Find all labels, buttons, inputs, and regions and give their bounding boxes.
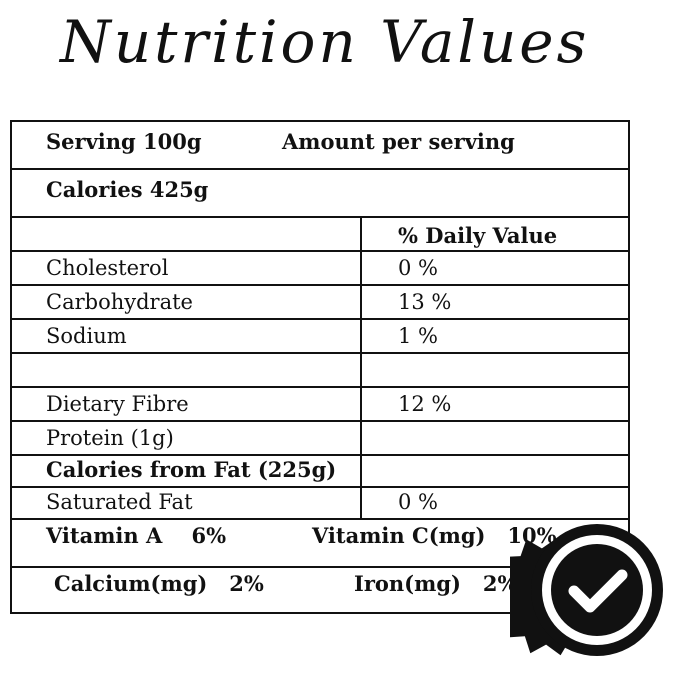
- nutrient-label: Carbohydrate: [46, 290, 193, 314]
- daily-value-header: % Daily Value: [398, 223, 558, 248]
- row-divider: [12, 318, 628, 320]
- row-divider: [12, 518, 628, 520]
- row-divider: [12, 284, 628, 286]
- row-divider: [12, 420, 628, 422]
- nutrient-value: 0 %: [398, 490, 438, 514]
- row-divider: [12, 386, 628, 388]
- row-divider: [12, 566, 628, 568]
- nutrient-label: Calories from Fat (225g): [46, 457, 337, 482]
- nutrient-label: Dietary Fibre: [46, 392, 189, 416]
- vitamin-a: Vitamin A 6%: [46, 523, 227, 548]
- calcium: Calcium(mg) 2%: [54, 571, 264, 596]
- nutrient-label: Saturated Fat: [46, 490, 193, 514]
- row-divider: [12, 250, 628, 252]
- serving-size: Serving 100g: [46, 129, 202, 154]
- nutrient-value: 0 %: [398, 256, 438, 280]
- row-divider: [12, 216, 628, 218]
- nutrition-table: Serving 100g Amount per serving Calories…: [10, 120, 630, 614]
- nutrient-label: Sodium: [46, 324, 127, 348]
- page-title: Nutrition Values: [60, 8, 590, 76]
- nutrient-label: Protein (1g): [46, 426, 174, 450]
- nutrient-value: 12 %: [398, 392, 452, 416]
- nutrient-value: 1 %: [398, 324, 438, 348]
- row-divider: [12, 454, 628, 456]
- nutrient-value: 13 %: [398, 290, 452, 314]
- calories: Calories 425g: [46, 177, 209, 202]
- check-badge-icon: [488, 505, 685, 675]
- nutrient-label: Cholesterol: [46, 256, 169, 280]
- row-divider: [12, 352, 628, 354]
- amount-per-serving: Amount per serving: [282, 129, 515, 154]
- row-divider: [12, 486, 628, 488]
- column-divider: [360, 216, 362, 518]
- vitamin-c: Vitamin C(mg) 10%: [312, 523, 557, 548]
- row-divider: [12, 168, 628, 170]
- iron: Iron(mg) 2%: [354, 571, 518, 596]
